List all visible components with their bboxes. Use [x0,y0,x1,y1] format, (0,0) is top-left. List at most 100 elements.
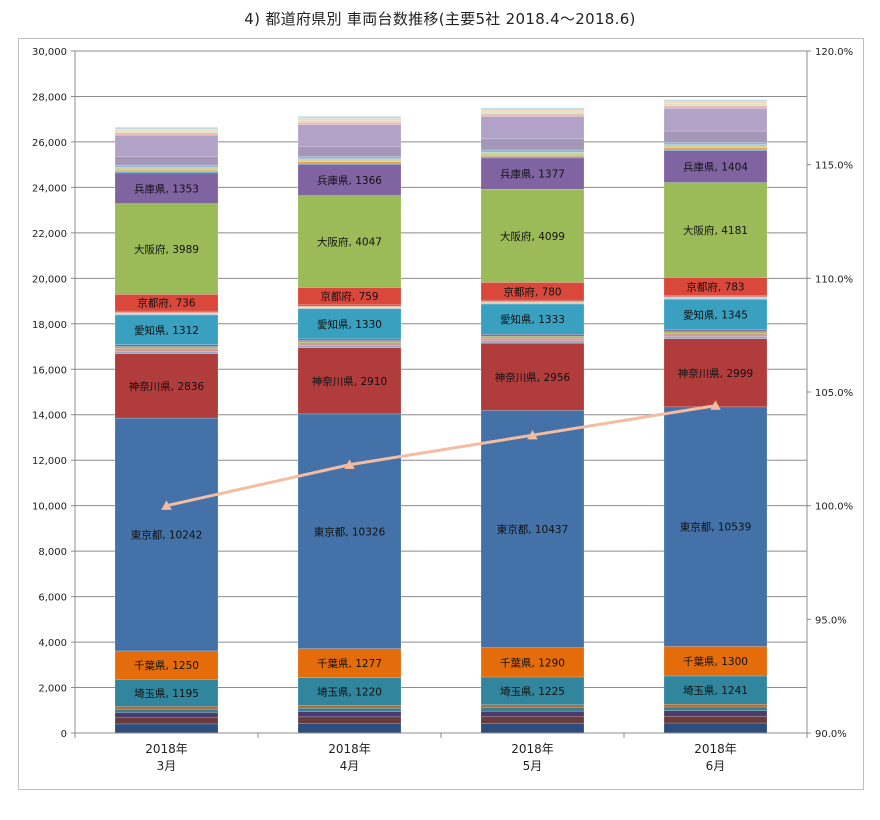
bar-segment [663,329,768,332]
bar-segment [114,128,219,132]
data-label: 東京都, 10437 [497,523,569,536]
bar-segment [480,188,585,283]
bar-segment [114,294,219,312]
x-tick-label-year: 2018年 [328,742,371,756]
bar-segment [663,646,768,677]
data-label: 東京都, 10242 [131,529,203,542]
bar-segment [663,108,768,132]
bar-segment [114,679,219,707]
data-label: 愛知県, 1330 [317,318,382,331]
bar-segment [297,121,402,125]
growth-line [161,400,721,510]
y2-tick-label: 115.0% [815,161,853,172]
bar-segment [663,706,768,711]
bar-segment [480,647,585,678]
data-label: 京都府, 736 [137,297,196,310]
bar-segment [297,158,402,163]
bar-segment [297,413,402,649]
data-label: 千葉県, 1277 [317,657,382,670]
bar-segment [297,118,402,121]
bar-segment [297,156,402,160]
bar-segment [480,340,585,344]
bar-segment [114,313,219,316]
bar-segment [480,116,585,140]
bar-segment [663,130,768,143]
bar-segment [114,172,219,204]
bar-segment [663,182,768,278]
bar-segment [663,338,768,408]
bar-segment [114,156,219,166]
bar-segment [480,342,585,411]
y-tick-label: 0 [61,729,67,740]
bar-segment [114,314,219,346]
data-label: 愛知県, 1345 [683,309,748,322]
data-label: 兵庫県, 1366 [317,174,382,187]
bar-segment [114,723,219,734]
data-label: 京都府, 783 [686,280,744,293]
bar-segment [663,710,768,717]
bar-segment [114,708,219,713]
bar-segment [663,142,768,145]
bar-segment [663,298,768,331]
bar-segment [114,167,219,171]
x-tick-label-month: 3月 [157,759,177,773]
y-tick-label: 4,000 [38,638,67,649]
bar-segment [663,675,768,705]
y2-tick-label: 110.0% [815,274,853,285]
y-tick-label: 30,000 [32,47,67,58]
bar-segment [297,146,402,157]
data-label: 神奈川県, 2999 [678,367,753,380]
data-label: 兵庫県, 1404 [683,161,748,174]
data-label: 大阪府, 4047 [317,236,382,249]
bar-segment [297,195,402,288]
bar-segment [114,353,219,419]
bar-segment [480,334,585,337]
y2-tick-label: 105.0% [815,388,853,399]
bar-segment [114,346,219,349]
bar-segment [480,149,585,153]
y-tick-label: 20,000 [32,274,67,285]
data-label: 大阪府, 3989 [134,243,199,256]
bar-segment [297,716,402,724]
data-label: 神奈川県, 2910 [312,375,387,388]
bar-segment [480,107,585,111]
bar-segment [663,103,768,107]
y2-tick-label: 90.0% [815,729,847,740]
bar-segment [114,132,219,136]
bar-segment [114,344,219,347]
bar-segment [480,410,585,648]
x-tick-label-year: 2018年 [145,742,188,756]
bar-segment [480,111,585,115]
data-label: 兵庫県, 1377 [500,168,565,181]
y-tick-label: 18,000 [32,320,67,331]
bar-segment [114,712,219,718]
bar-segment [663,105,768,109]
data-label: 埼玉県, 1241 [683,684,748,697]
bar-segment [297,648,402,678]
bar-segment [114,164,219,168]
chart-title: 4) 都道府県別 車両台数推移(主要5社 2018.4～2018.6) [244,10,636,28]
bar-segment [114,203,219,295]
bar-segment [297,345,402,349]
y-tick-label: 10,000 [32,502,67,513]
bar-segment [297,338,402,341]
y2-tick-label: 95.0% [815,615,847,626]
bar-segment [663,715,768,724]
y2-tick-label: 100.0% [815,502,853,513]
y2-tick-label: 120.0% [815,47,853,58]
data-label: 埼玉県, 1225 [500,685,565,698]
data-label: 神奈川県, 2956 [495,371,571,384]
bar-segment [663,703,768,708]
bar-segment [297,707,402,712]
x-tick-label-month: 4月 [340,759,360,773]
data-labels: 埼玉県, 1195 千葉県, 1250 東京都, 10242 神奈川県, 2836 愛知… [129,161,753,700]
bar-segment [480,151,585,156]
data-label: 埼玉県, 1195 [134,687,199,700]
y-tick-label: 24,000 [32,183,67,194]
bar-segment [663,722,768,734]
bar-segment [480,138,585,151]
bar-segment [297,705,402,709]
bar-segment [480,113,585,117]
bar-segment [480,710,585,717]
chart-frame: 0 2,000 4,000 6,000 8,000 10,000 12,000 14,000 1… [18,38,864,790]
